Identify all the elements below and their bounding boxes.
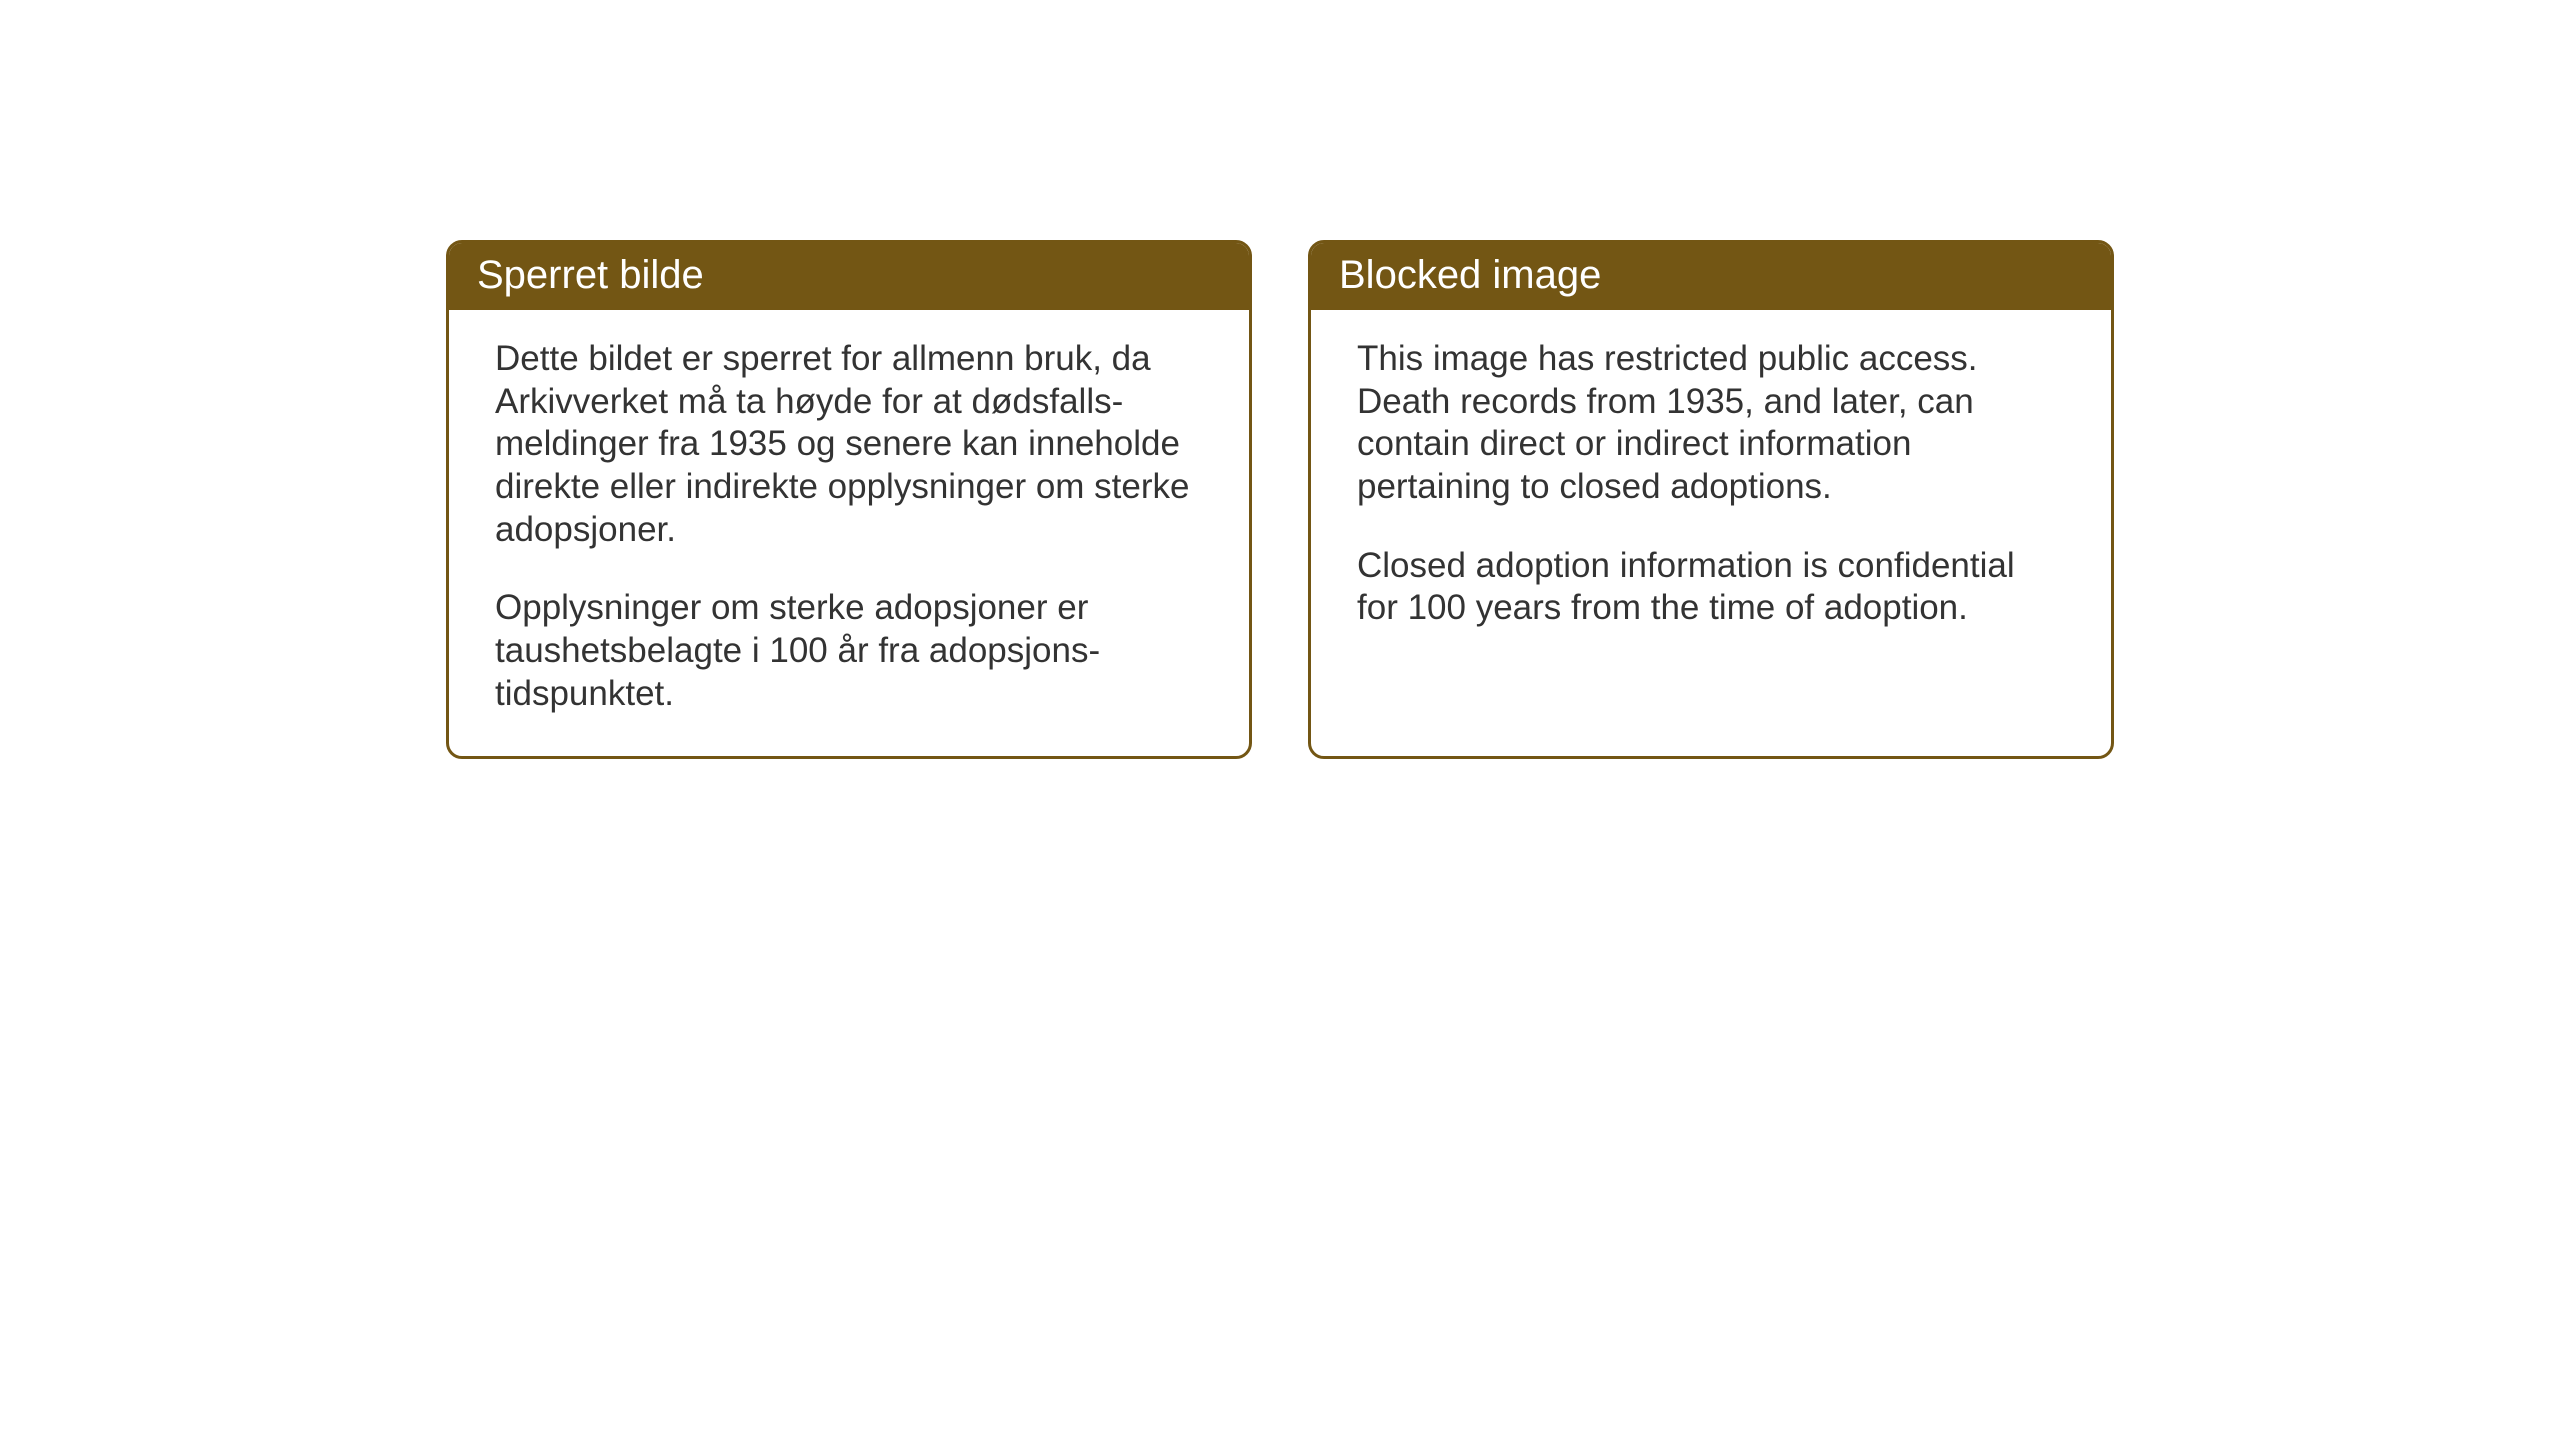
panel-paragraph-2-norwegian: Opplysninger om sterke adopsjoner er tau… bbox=[495, 587, 1203, 715]
notice-container: Sperret bilde Dette bildet er sperret fo… bbox=[446, 240, 2114, 759]
panel-body-english: This image has restricted public access.… bbox=[1311, 310, 2111, 670]
panel-paragraph-1-norwegian: Dette bildet er sperret for allmenn bruk… bbox=[495, 338, 1203, 551]
notice-panel-english: Blocked image This image has restricted … bbox=[1308, 240, 2114, 759]
panel-body-norwegian: Dette bildet er sperret for allmenn bruk… bbox=[449, 310, 1249, 756]
panel-title-norwegian: Sperret bilde bbox=[477, 253, 704, 297]
notice-panel-norwegian: Sperret bilde Dette bildet er sperret fo… bbox=[446, 240, 1252, 759]
panel-header-norwegian: Sperret bilde bbox=[449, 243, 1249, 310]
panel-paragraph-1-english: This image has restricted public access.… bbox=[1357, 338, 2065, 509]
panel-header-english: Blocked image bbox=[1311, 243, 2111, 310]
panel-paragraph-2-english: Closed adoption information is confident… bbox=[1357, 545, 2065, 630]
panel-title-english: Blocked image bbox=[1339, 253, 1601, 297]
